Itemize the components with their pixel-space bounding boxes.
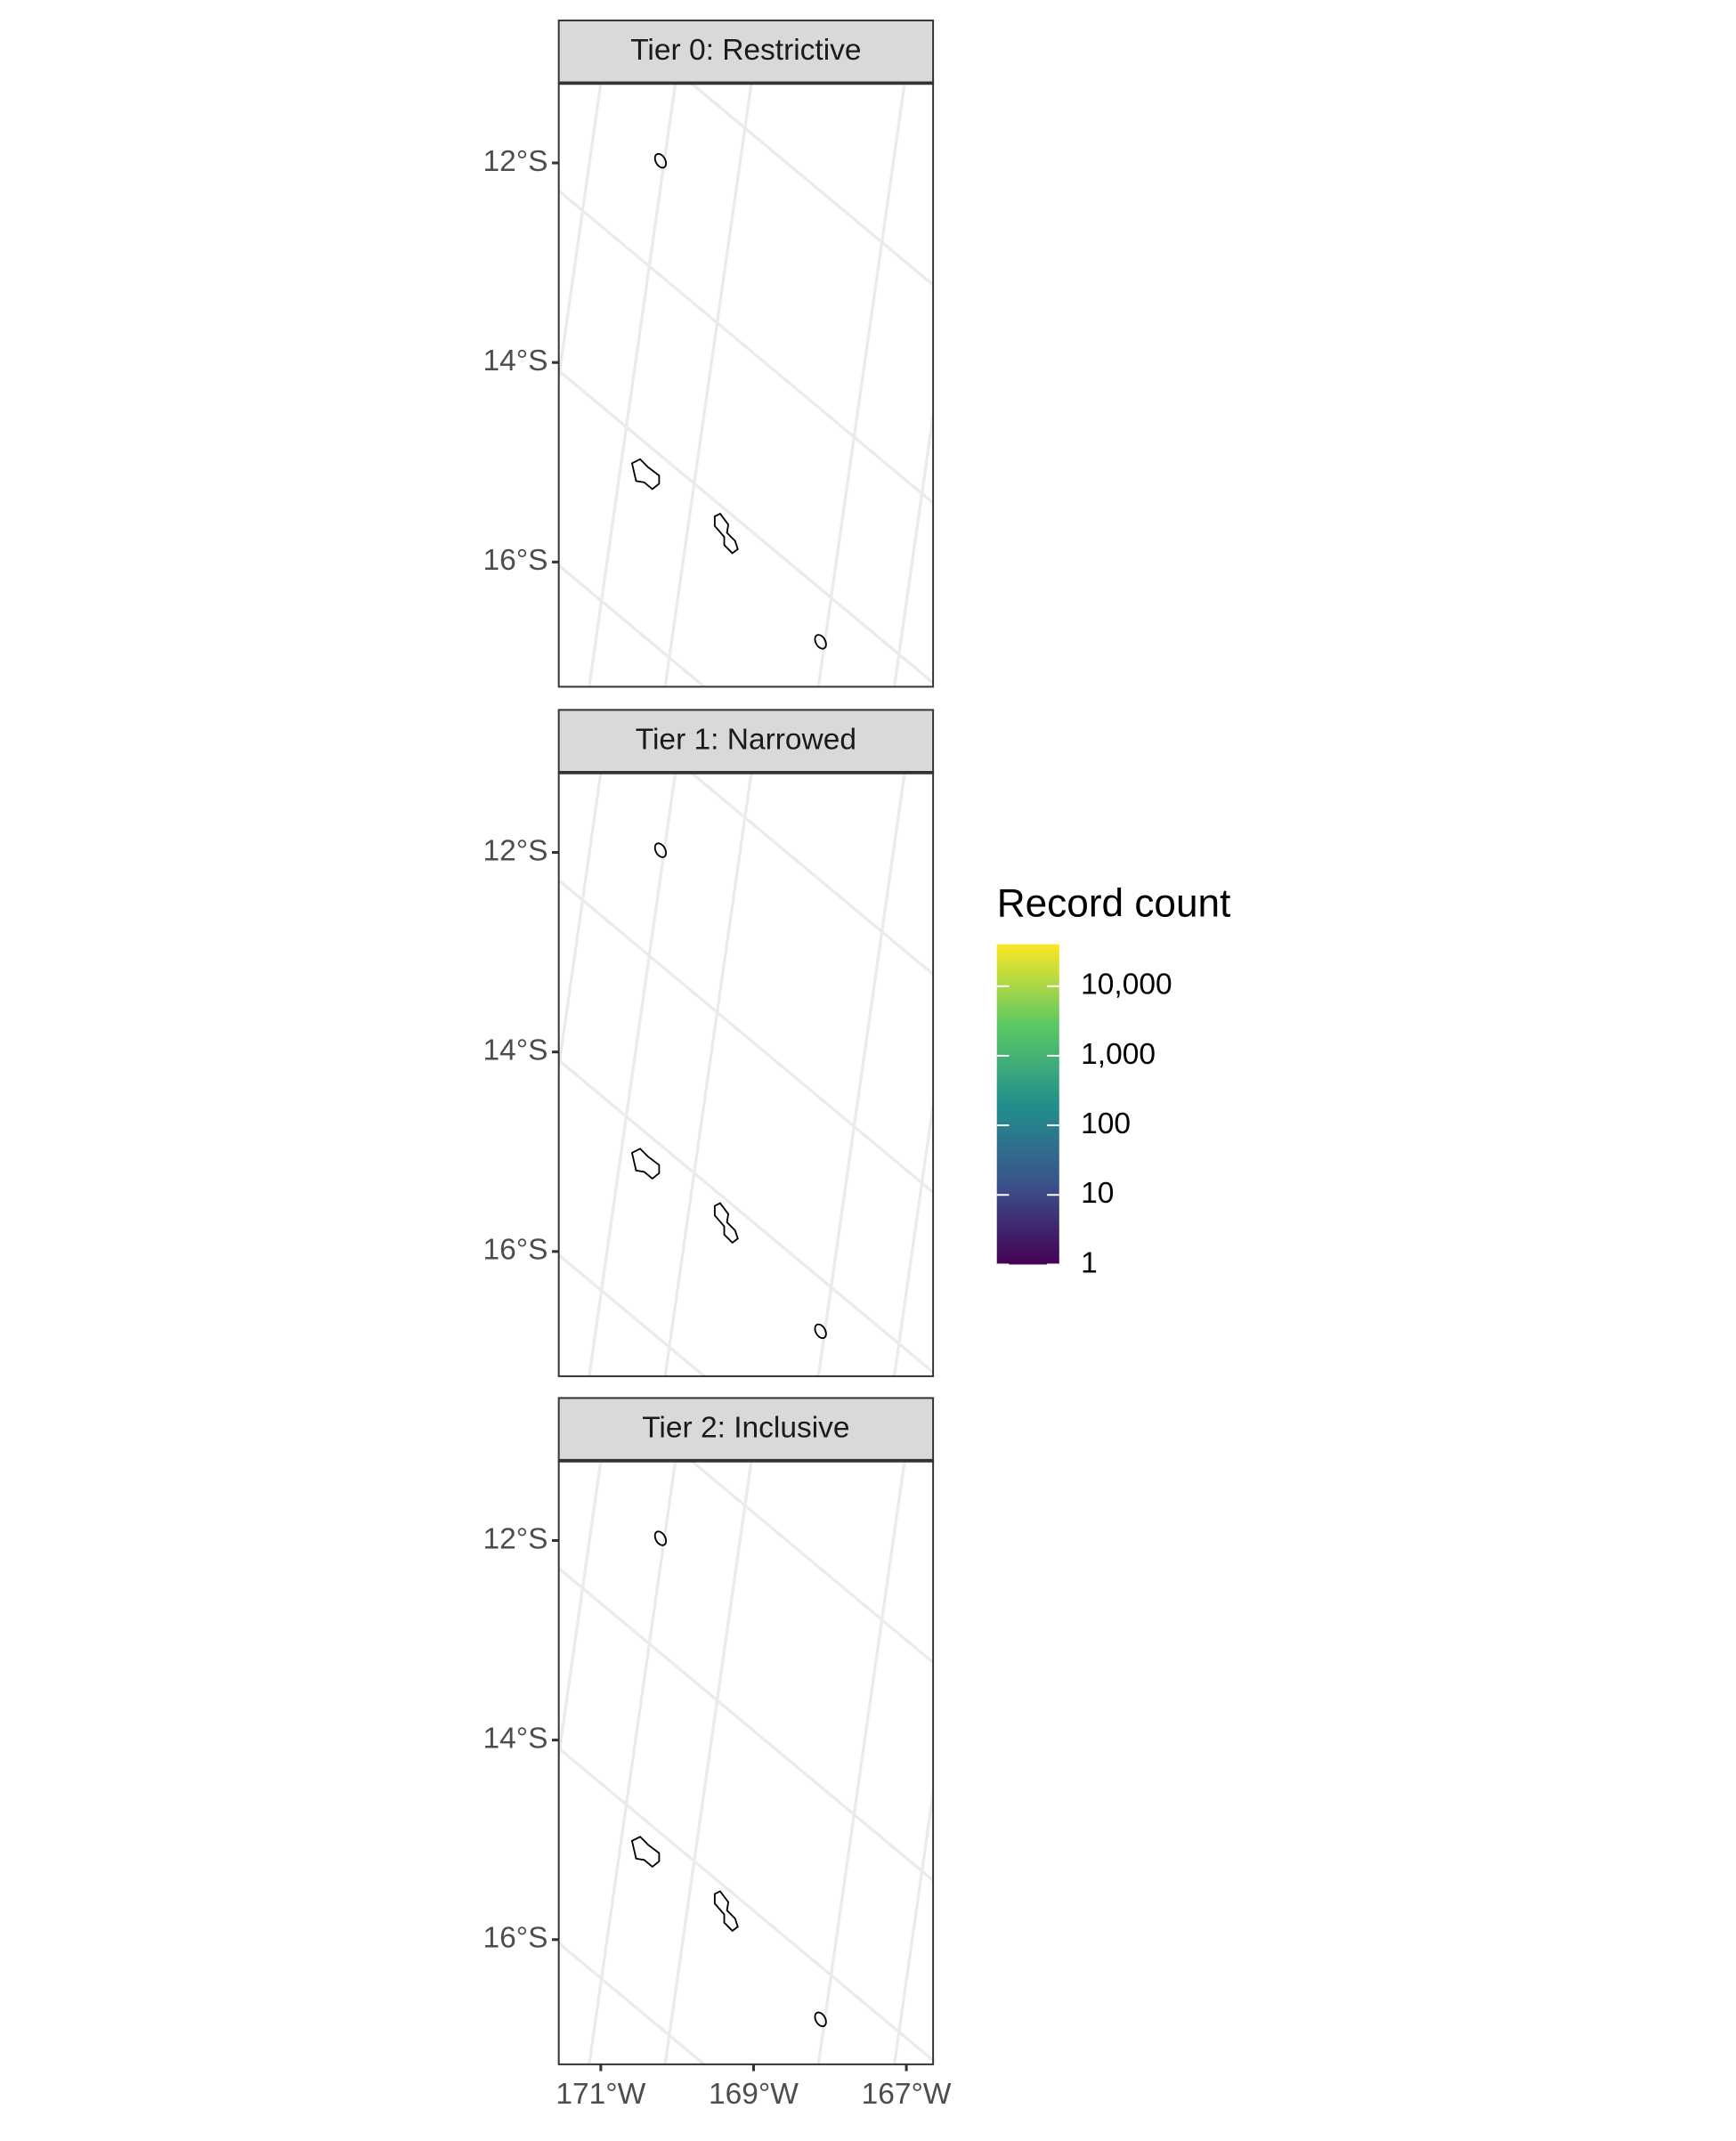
graticule	[892, 1094, 934, 1376]
island	[814, 2011, 827, 2028]
island	[713, 1890, 739, 1933]
graticule	[558, 1253, 707, 1376]
y-tick-label: 16°S	[483, 1234, 548, 1267]
graticule	[558, 83, 603, 388]
panel	[558, 772, 934, 1376]
graticule	[558, 369, 934, 685]
panel	[558, 83, 934, 687]
island	[713, 1202, 739, 1245]
graticule	[558, 772, 603, 1078]
island	[814, 1323, 827, 1340]
graticule	[663, 1460, 753, 2064]
island	[630, 1148, 661, 1180]
island	[653, 152, 668, 169]
y-tick-label: 12°S	[483, 1522, 548, 1555]
graticule	[588, 772, 677, 1376]
panel	[558, 1460, 934, 2064]
strip	[557, 1397, 935, 1462]
graticule	[558, 1058, 934, 1374]
graticule	[663, 772, 753, 1376]
island	[653, 842, 668, 858]
legend-label: 1,000	[1081, 1038, 1156, 1071]
panel-title: Tier 2: Inclusive	[642, 1411, 849, 1444]
x-tick-label: 167°W	[862, 2078, 952, 2111]
legend-label: 10,000	[1081, 969, 1172, 1002]
panel-title: Tier 0: Restrictive	[630, 34, 861, 67]
graticule	[816, 772, 906, 1376]
graticule	[892, 404, 934, 687]
panel-border	[557, 82, 935, 688]
graticule	[558, 189, 934, 505]
graticule	[816, 1460, 906, 2064]
graticule	[688, 772, 934, 976]
legend-label: 10	[1081, 1177, 1114, 1210]
legend-label: 100	[1081, 1107, 1131, 1140]
graticule	[816, 83, 906, 687]
y-tick-label: 14°S	[483, 345, 548, 377]
graticule	[558, 1942, 707, 2064]
panel-border	[557, 1459, 935, 2065]
island	[814, 634, 827, 650]
graticule	[588, 1460, 677, 2064]
panel-title: Tier 1: Narrowed	[636, 723, 856, 756]
y-tick-label: 12°S	[483, 145, 548, 178]
panel-border	[557, 771, 935, 1377]
island	[653, 1530, 668, 1546]
legend-label: 1	[1081, 1246, 1098, 1279]
strip	[557, 19, 935, 85]
graticule	[892, 1782, 934, 2064]
y-tick-label: 12°S	[483, 834, 548, 867]
graticule	[558, 1567, 934, 1882]
graticule	[588, 83, 677, 687]
graticule	[688, 1460, 934, 1664]
graticule	[558, 879, 934, 1194]
y-tick-label: 14°S	[483, 1034, 548, 1066]
graticule	[558, 1747, 934, 2062]
graticule	[558, 1460, 603, 1766]
legend-title: Record count	[997, 881, 1231, 925]
y-tick-label: 16°S	[483, 1922, 548, 1955]
y-tick-label: 16°S	[483, 544, 548, 577]
island	[630, 458, 661, 491]
island	[713, 512, 739, 555]
graticule	[663, 83, 753, 687]
y-tick-label: 14°S	[483, 1722, 548, 1755]
graticule	[558, 564, 707, 687]
island	[630, 1836, 661, 1869]
x-tick-label: 171°W	[556, 2078, 645, 2111]
strip	[557, 709, 935, 774]
graticule	[688, 83, 934, 287]
colorbar	[996, 944, 1059, 1265]
x-tick-label: 169°W	[709, 2078, 799, 2111]
